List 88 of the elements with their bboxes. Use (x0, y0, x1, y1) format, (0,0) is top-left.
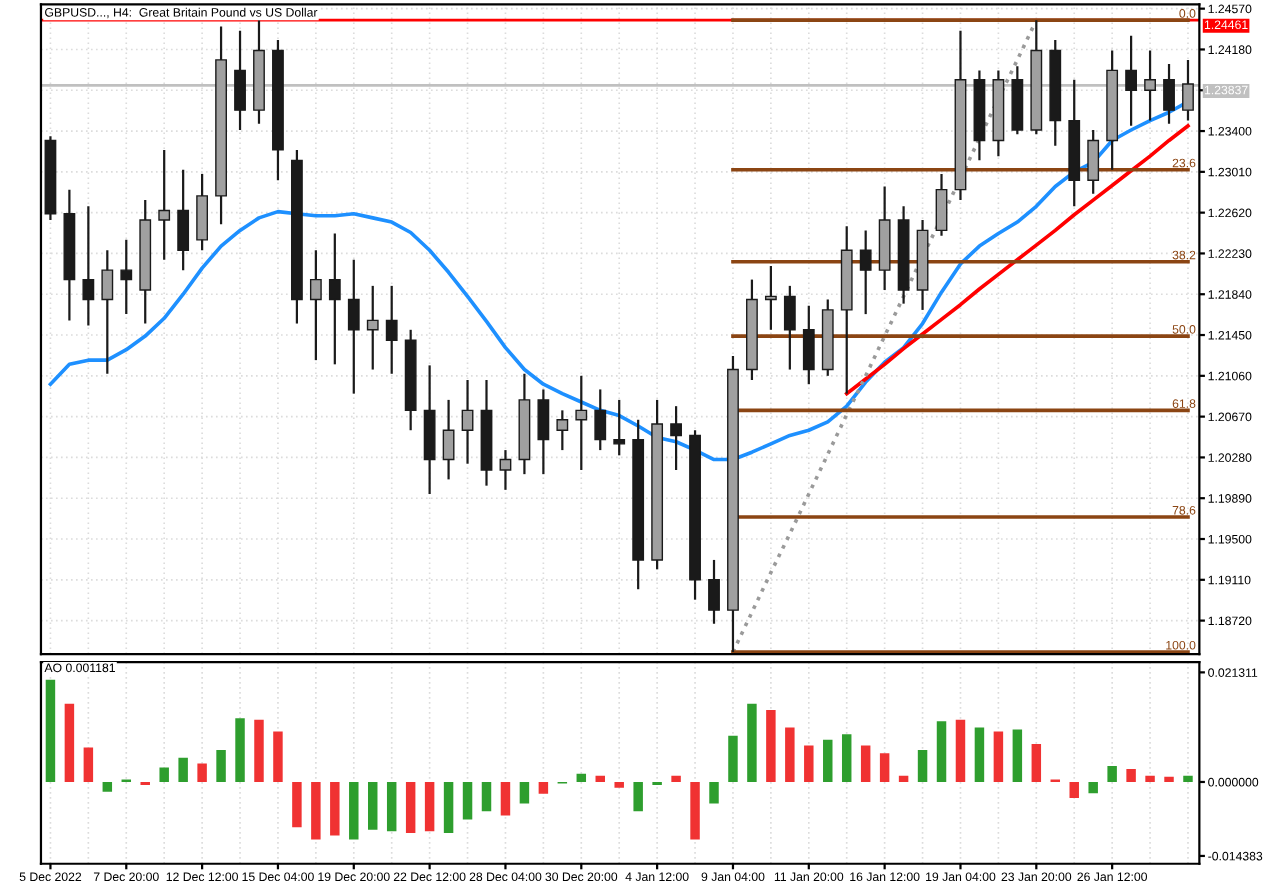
bar (500, 781, 511, 816)
bar (64, 703, 75, 782)
bar (917, 750, 928, 782)
candlestick (594, 388, 607, 452)
candlestick (859, 229, 872, 316)
bar (386, 781, 397, 832)
bar (936, 721, 947, 782)
bar (898, 775, 909, 782)
bar (102, 781, 113, 792)
bar (1145, 775, 1155, 782)
bar (330, 781, 340, 836)
candlestick (537, 388, 550, 476)
bar (841, 734, 852, 782)
candlestick (802, 304, 815, 386)
candlestick (347, 258, 360, 395)
bar (216, 750, 226, 782)
candlestick (1163, 63, 1175, 125)
candlestick (461, 378, 474, 465)
bar (955, 719, 966, 782)
candlestick (328, 232, 341, 366)
bar (823, 739, 833, 782)
bar (254, 719, 264, 782)
candlestick (158, 148, 171, 261)
bar (368, 781, 378, 830)
candlestick (670, 405, 682, 472)
bar (349, 781, 359, 840)
candlestick (1144, 49, 1156, 122)
bar (45, 679, 56, 782)
bar (538, 781, 549, 794)
bar (311, 781, 321, 840)
bar (879, 753, 890, 782)
bar (1183, 775, 1193, 782)
bar (83, 747, 94, 782)
bar (860, 745, 871, 782)
bar (462, 781, 473, 820)
bar (405, 781, 416, 833)
bar (576, 773, 587, 782)
bar (1088, 781, 1098, 794)
candlestick (234, 29, 246, 132)
bar (159, 767, 169, 782)
bar (614, 781, 624, 788)
bar (1107, 766, 1117, 782)
bar (728, 735, 738, 782)
candlestick (385, 284, 398, 375)
candlestick (1125, 34, 1138, 127)
bar (785, 727, 795, 782)
bar (481, 781, 492, 812)
candlestick (82, 205, 95, 327)
candlestick (556, 409, 569, 452)
bar (747, 703, 757, 782)
bar (595, 775, 605, 782)
bar (766, 709, 776, 782)
candlestick (120, 238, 133, 316)
bar (424, 781, 435, 832)
bar (519, 781, 530, 804)
bar (993, 731, 1004, 782)
bar (292, 781, 302, 828)
candlestick (309, 249, 322, 362)
bar (1012, 729, 1023, 782)
bar (974, 727, 985, 782)
candlestick (1087, 128, 1100, 195)
candlestick (935, 172, 948, 237)
bar (633, 781, 643, 812)
bar (1164, 776, 1174, 782)
candlestick (613, 398, 626, 457)
candlestick (196, 172, 209, 252)
candlestick (1182, 58, 1194, 122)
bar (443, 781, 454, 833)
bar (178, 757, 188, 782)
candlestick (499, 448, 512, 491)
bar (1031, 743, 1042, 782)
candlestick (366, 284, 379, 371)
candlestick (101, 249, 114, 375)
bar (690, 781, 700, 840)
candlestick (708, 558, 720, 625)
candlestick (442, 398, 455, 481)
candlestick (783, 284, 796, 371)
bar (804, 745, 814, 782)
bar (273, 731, 283, 782)
bar (197, 763, 207, 782)
candlestick (575, 374, 588, 472)
bar (709, 781, 719, 804)
bar (1126, 769, 1136, 782)
bar (235, 718, 245, 782)
bar (1069, 781, 1079, 798)
candlestick (177, 168, 190, 272)
bar (671, 775, 681, 782)
candlestick (764, 264, 777, 331)
